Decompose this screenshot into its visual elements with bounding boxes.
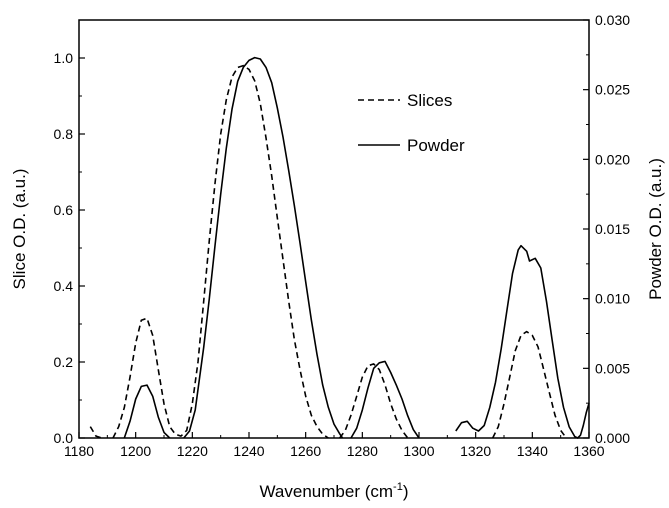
y-right-axis-title: Powder O.D. (a.u.) [646, 158, 665, 300]
y-right-tick-label: 0.020 [595, 151, 630, 167]
y-right-tick-label: 0.030 [595, 12, 630, 28]
x-tick-label: 1240 [233, 443, 264, 459]
x-axis-title-superscript: -1 [393, 481, 403, 493]
legend-label-slices: Slices [407, 91, 452, 110]
y-right-tick-label: 0.010 [595, 291, 630, 307]
x-tick-label: 1220 [177, 443, 208, 459]
y-right-tick-label: 0.015 [595, 221, 630, 237]
series-line-slices [491, 330, 567, 439]
series-line-powder [123, 384, 171, 439]
x-axis-title-close: ) [403, 482, 409, 501]
y-left-tick-label: 0.8 [54, 126, 74, 142]
y-left-tick-label: 0.2 [54, 354, 74, 370]
y-left-tick-label: 0.0 [54, 430, 74, 446]
series-line-powder [183, 56, 344, 439]
x-tick-label: 1260 [290, 443, 321, 459]
ticks-layer: 1180 1200 1220 1240 1260 1280 1300 1320 1340 1360… [54, 12, 631, 459]
x-tick-label: 1360 [573, 443, 604, 459]
x-tick-label: 1340 [517, 443, 548, 459]
legend: Slices Powder [358, 91, 465, 155]
legend-label-powder: Powder [407, 136, 465, 155]
y-left-tick-label: 0.4 [54, 278, 74, 294]
x-tick-label: 1320 [460, 443, 491, 459]
x-axis-title: Wavenumber (cm-1) [260, 481, 409, 501]
x-tick-label: 1180 [64, 443, 94, 459]
series-layer [89, 56, 590, 439]
y-right-tick-label: 0.000 [595, 430, 630, 446]
y-right-tick-label: 0.025 [595, 82, 630, 98]
x-tick-label: 1200 [120, 443, 151, 459]
y-right-tick-label: 0.005 [595, 360, 630, 376]
x-axis-title-main: Wavenumber (cm [260, 482, 394, 501]
y-left-axis-title: Slice O.D. (a.u.) [10, 169, 29, 290]
y-left-tick-label: 0.6 [54, 202, 74, 218]
x-tick-label: 1280 [347, 443, 378, 459]
y-left-tick-label: 1.0 [54, 50, 74, 66]
series-line-powder [350, 360, 420, 439]
series-line-slices [112, 64, 329, 439]
series-line-slices [339, 363, 409, 439]
x-tick-label: 1300 [403, 443, 434, 459]
